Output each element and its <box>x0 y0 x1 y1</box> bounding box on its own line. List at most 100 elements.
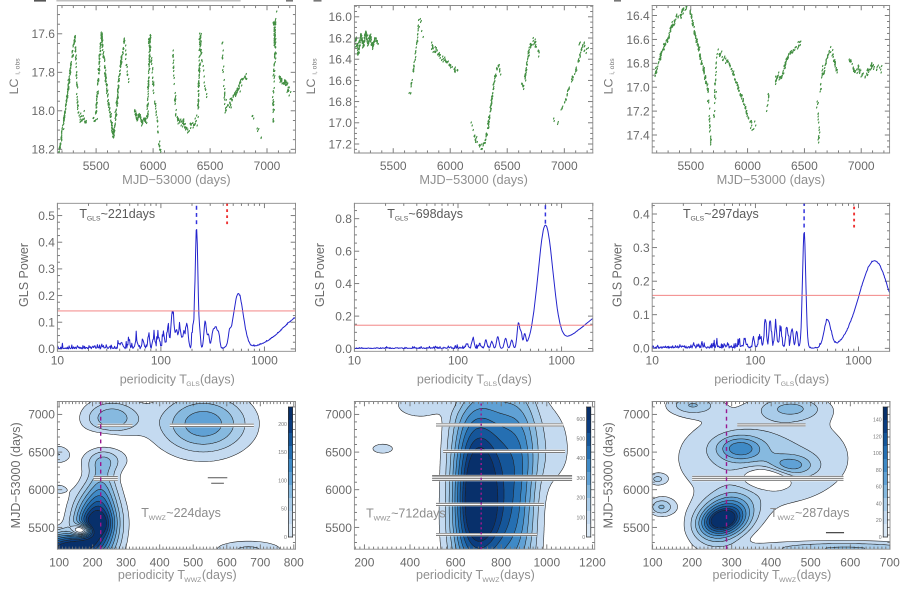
svg-text:(days): (days) <box>202 568 237 582</box>
svg-text:1200: 1200 <box>579 555 606 569</box>
svg-text:GLS: GLS <box>483 381 497 388</box>
svg-text:6500: 6500 <box>28 445 55 459</box>
svg-text:600: 600 <box>576 417 585 423</box>
svg-text:~698days: ~698days <box>408 207 463 221</box>
svg-text:periodicity T: periodicity T <box>118 568 186 582</box>
svg-text:18.2: 18.2 <box>32 143 56 157</box>
svg-text:200: 200 <box>354 555 374 569</box>
svg-text:periodicity T: periodicity T <box>714 372 782 386</box>
svg-text:periodicity T: periodicity T <box>417 372 485 386</box>
svg-text:6500: 6500 <box>197 159 224 173</box>
svg-text:MJD−53000 (days): MJD−53000 (days) <box>122 172 230 187</box>
svg-text:7000: 7000 <box>848 159 875 173</box>
svg-text:600: 600 <box>446 555 466 569</box>
svg-text:T: T <box>387 207 395 221</box>
svg-text:17.4: 17.4 <box>626 128 650 142</box>
svg-text:400: 400 <box>576 456 585 462</box>
svg-text:~297days: ~297days <box>704 207 759 221</box>
svg-text:(days): (days) <box>200 372 235 386</box>
svg-text:5500: 5500 <box>83 159 110 173</box>
svg-text:GLS: GLS <box>691 216 705 223</box>
svg-text:T: T <box>141 506 149 520</box>
svg-text:7000: 7000 <box>28 408 55 422</box>
svg-text:16.6: 16.6 <box>626 33 650 47</box>
svg-text:7000: 7000 <box>325 408 352 422</box>
svg-text:300: 300 <box>116 555 136 569</box>
svg-text:0.4: 0.4 <box>38 236 55 250</box>
svg-text:GLS: GLS <box>87 216 101 223</box>
svg-text:MJD−53000 (days): MJD−53000 (days) <box>419 172 527 187</box>
svg-text:80: 80 <box>876 468 882 474</box>
svg-text:(days): (days) <box>794 372 829 386</box>
svg-text:7000: 7000 <box>623 408 650 422</box>
svg-text:16.4: 16.4 <box>329 53 353 67</box>
svg-text:0.3: 0.3 <box>633 241 650 255</box>
svg-text:300: 300 <box>576 476 585 482</box>
svg-text:700: 700 <box>880 555 900 569</box>
svg-text:5500: 5500 <box>623 521 650 535</box>
svg-text:100: 100 <box>643 555 663 569</box>
svg-text:17.0: 17.0 <box>626 81 650 95</box>
svg-text:10: 10 <box>646 354 660 368</box>
svg-text:T: T <box>683 207 691 221</box>
svg-text:1000: 1000 <box>845 354 872 368</box>
svg-text:100: 100 <box>151 354 171 368</box>
svg-text:50: 50 <box>281 507 287 513</box>
svg-text:GLS Power: GLS Power <box>313 243 327 307</box>
svg-text:0.0: 0.0 <box>38 342 55 356</box>
svg-text:5500: 5500 <box>380 159 407 173</box>
svg-text:0.1: 0.1 <box>633 308 650 322</box>
svg-text:17.0: 17.0 <box>329 116 353 130</box>
svg-text:GLS: GLS <box>186 381 200 388</box>
svg-text:WWZ: WWZ <box>374 516 391 523</box>
svg-text:0.4: 0.4 <box>633 207 650 221</box>
svg-text:0.2: 0.2 <box>633 275 650 289</box>
svg-text:800: 800 <box>284 555 304 569</box>
svg-text:200: 200 <box>576 496 585 502</box>
svg-text:120: 120 <box>873 434 882 440</box>
svg-text:MJD−53000 (days): MJD−53000 (days) <box>9 422 23 528</box>
svg-text:T: T <box>79 207 87 221</box>
svg-text:6000: 6000 <box>734 159 761 173</box>
svg-text:10: 10 <box>348 354 362 368</box>
svg-text:0: 0 <box>284 535 287 541</box>
svg-text:0.0: 0.0 <box>633 342 650 356</box>
svg-text:LC: LC <box>602 79 616 95</box>
svg-text:16.0: 16.0 <box>329 10 353 24</box>
svg-text:T: T <box>770 506 778 520</box>
svg-text:i, obs: i, obs <box>609 58 616 75</box>
svg-text:~224days: ~224days <box>166 506 221 520</box>
svg-text:40: 40 <box>876 502 882 508</box>
svg-text:100: 100 <box>49 555 69 569</box>
svg-text:6000: 6000 <box>28 483 55 497</box>
svg-text:60: 60 <box>876 485 882 491</box>
svg-text:0.8: 0.8 <box>335 212 352 226</box>
svg-text:periodicity T: periodicity T <box>120 372 188 386</box>
svg-text:6000: 6000 <box>140 159 167 173</box>
svg-text:500: 500 <box>183 555 203 569</box>
svg-text:16.2: 16.2 <box>329 31 353 45</box>
svg-text:6500: 6500 <box>325 445 352 459</box>
svg-text:i, obs: i, obs <box>14 58 21 75</box>
svg-text:MJD−53000 (days): MJD−53000 (days) <box>717 172 825 187</box>
svg-text:MJD−53000 (days): MJD−53000 (days) <box>602 422 616 528</box>
svg-text:LC: LC <box>304 79 318 95</box>
svg-text:700: 700 <box>250 555 270 569</box>
svg-text:5500: 5500 <box>677 159 704 173</box>
svg-text:0.3: 0.3 <box>38 262 55 276</box>
svg-text:200: 200 <box>278 422 287 428</box>
svg-text:17.2: 17.2 <box>329 137 353 151</box>
svg-text:6000: 6000 <box>437 159 464 173</box>
svg-text:800: 800 <box>491 555 511 569</box>
svg-text:1000: 1000 <box>533 555 560 569</box>
svg-text:100: 100 <box>278 479 287 485</box>
svg-text:5500: 5500 <box>28 521 55 535</box>
svg-text:0.4: 0.4 <box>335 277 352 291</box>
svg-text:600: 600 <box>217 555 237 569</box>
svg-text:0.6: 0.6 <box>335 245 352 259</box>
svg-text:200: 200 <box>682 555 702 569</box>
svg-text:100: 100 <box>576 515 585 521</box>
svg-text:~712days: ~712days <box>391 507 446 521</box>
svg-text:(days): (days) <box>797 568 832 582</box>
svg-text:200: 200 <box>83 555 103 569</box>
